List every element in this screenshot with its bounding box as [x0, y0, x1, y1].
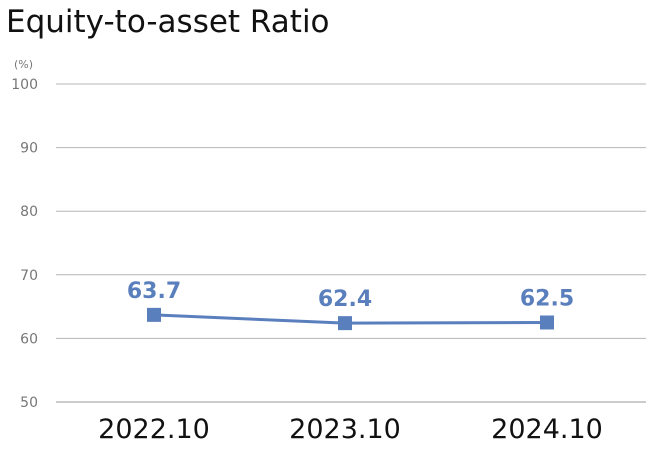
y-axis-ticks: 50 60 70 80 90 100: [11, 77, 38, 411]
data-label: 62.4: [318, 287, 372, 312]
data-point-marker: [540, 315, 554, 330]
y-axis-unit-label: (%): [14, 58, 33, 71]
y-tick-label: 100: [11, 77, 38, 93]
x-tick-label: 2023.10: [289, 414, 401, 445]
y-tick-label: 80: [20, 204, 38, 220]
y-tick-label: 60: [20, 331, 38, 347]
y-tick-label: 70: [20, 268, 38, 284]
x-tick-label: 2024.10: [491, 414, 603, 445]
y-tick-label: 90: [20, 141, 38, 157]
data-point-marker: [147, 307, 161, 322]
chart-title: Equity-to-asset Ratio: [6, 4, 330, 40]
data-label: 62.5: [520, 287, 574, 312]
x-tick-label: 2022.10: [98, 414, 210, 445]
y-tick-label: 50: [20, 395, 38, 411]
gridlines: [56, 83, 646, 403]
data-point-marker: [338, 316, 352, 331]
data-label: 63.7: [127, 279, 181, 304]
series-line: [147, 307, 554, 331]
data-labels: 63.7 62.4 62.5: [127, 279, 574, 312]
x-axis-ticks: 2022.10 2023.10 2024.10: [98, 414, 603, 445]
